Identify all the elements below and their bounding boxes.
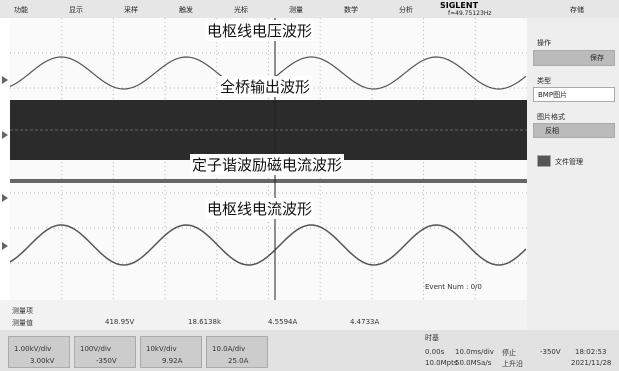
panel-title: 操作 (537, 38, 551, 48)
side-panel (527, 18, 619, 371)
menu-item[interactable]: 触发 (179, 5, 193, 15)
channel-scale: 10.0A/div (212, 345, 245, 353)
measure-row-label: 测量值 (12, 318, 33, 328)
menu-item[interactable]: 测量 (289, 5, 303, 15)
excitation-wave (10, 179, 527, 183)
save-menu[interactable]: 存储 (570, 5, 584, 15)
top-bar (0, 0, 619, 18)
menu-item[interactable]: 采样 (124, 5, 138, 15)
timebase-rate: 50.0MSa/s (455, 359, 491, 367)
trigger-edge: 上升沿 (502, 359, 523, 369)
save-button-label[interactable]: 保存 (590, 53, 604, 63)
clock-date: 2021/11/28 (571, 359, 611, 367)
channel-marker (2, 76, 8, 84)
channel-offset: 25.0A (228, 357, 248, 365)
channel-marker (2, 242, 8, 250)
folder-icon (537, 155, 551, 167)
format-label: 图片格式 (537, 112, 565, 122)
trigger-state: 停止 (502, 348, 516, 358)
menu-item[interactable]: 分析 (399, 5, 413, 15)
timebase-label: 时基 (425, 333, 439, 343)
page: {"menu": ["功能", "显示", "采样", "触发", "光标", … (0, 0, 619, 371)
frequency: f=49.75123Hz (448, 10, 491, 17)
channel-marker (2, 194, 8, 202)
measure-row-label: 测量项 (12, 306, 33, 316)
channel-scale: 1.00kV/div (14, 345, 51, 353)
measure-value: 18.6138k (188, 318, 221, 326)
file-manager[interactable]: 文件管理 (555, 157, 583, 167)
brand: SIGLENT (440, 1, 478, 10)
menu-item[interactable]: 显示 (69, 5, 83, 15)
channel-scale: 10kV/div (146, 345, 177, 353)
channel-offset: 3.00kV (30, 357, 54, 365)
screen: 功能 显示 采样 触发 光标 测量 数学 分析 SIGLENT f=49.75123Hz 存储… (0, 0, 619, 371)
timebase-points: 10.0Mpts (425, 359, 457, 367)
channel-scale: 100V/div (80, 345, 111, 353)
wave-label: 电枢线电压波形 (205, 20, 314, 41)
type-label: 类型 (537, 76, 551, 86)
channel-offset: -350V (96, 357, 117, 365)
type-value[interactable]: BMP图片 (538, 90, 567, 100)
menu-item[interactable]: 功能 (14, 5, 28, 15)
menu-item[interactable]: 数学 (344, 5, 358, 15)
format-value[interactable]: 反相 (545, 126, 559, 136)
event-count: Event Num : 0/0 (425, 283, 482, 291)
measure-value: 4.5594A (268, 318, 297, 326)
menu-item[interactable]: 光标 (234, 5, 248, 15)
wave-label: 全桥输出波形 (218, 76, 312, 97)
channel-offset: 9.92A (162, 357, 182, 365)
trigger-level: -350V (540, 348, 561, 356)
measure-panel (0, 300, 527, 330)
wave-label: 定子谐波励磁电流波形 (190, 154, 344, 175)
clock-time: 18:02:53 (575, 348, 606, 356)
timebase-scale: 10.0ms/div (455, 348, 494, 356)
wave-label: 电枢线电流波形 (205, 198, 314, 219)
measure-value: 418.95V (105, 318, 134, 326)
timebase-delay: 0.00s (425, 348, 444, 356)
channel-marker (2, 131, 8, 139)
measure-value: 4.4733A (350, 318, 379, 326)
